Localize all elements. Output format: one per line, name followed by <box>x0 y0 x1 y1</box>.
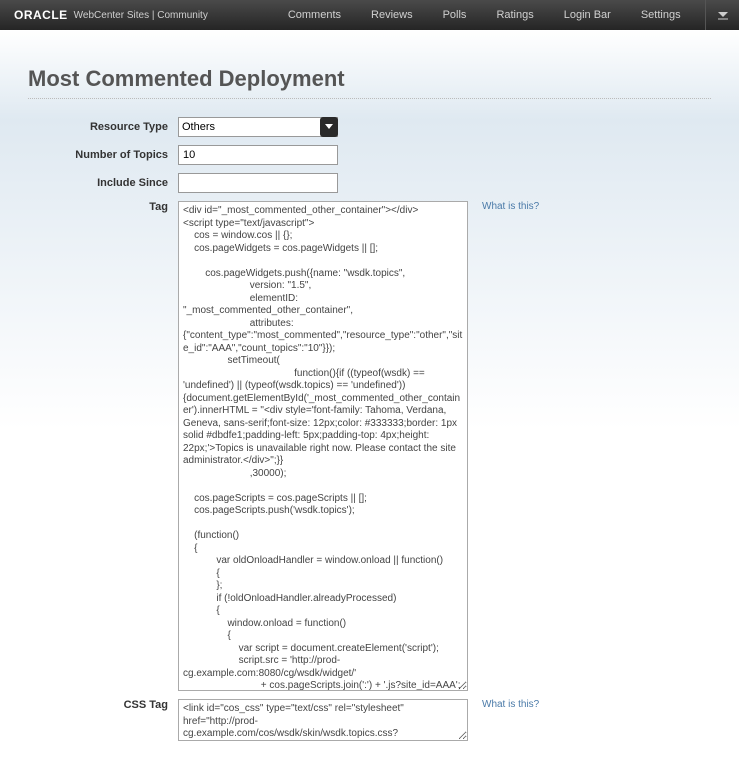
topbar-more-button[interactable] <box>705 0 739 30</box>
label-css-tag: CSS Tag <box>28 699 178 711</box>
row-tag: Tag What is this? <box>28 201 711 691</box>
row-include-since: Include Since <box>28 173 711 193</box>
brand-block: ORACLE WebCenter Sites | Community <box>14 8 208 22</box>
nav-menu: Comments Reviews Polls Ratings Login Bar… <box>288 9 681 21</box>
row-css-tag: CSS Tag What is this? <box>28 699 711 741</box>
tag-textarea[interactable] <box>178 201 468 691</box>
row-resource-type: Resource Type Others <box>28 117 711 137</box>
title-divider <box>28 98 711 99</box>
page-body: Most Commented Deployment Resource Type … <box>0 30 739 753</box>
nav-loginbar[interactable]: Login Bar <box>564 9 611 21</box>
nav-comments[interactable]: Comments <box>288 9 341 21</box>
resource-type-select[interactable]: Others <box>178 117 338 137</box>
tag-what-is-this-link[interactable]: What is this? <box>482 201 539 212</box>
css-tag-what-is-this-link[interactable]: What is this? <box>482 699 539 710</box>
label-number-topics: Number of Topics <box>28 149 178 161</box>
resource-type-select-wrap: Others <box>178 117 338 137</box>
label-include-since: Include Since <box>28 177 178 189</box>
css-tag-textarea[interactable] <box>178 699 468 741</box>
page-title: Most Commented Deployment <box>28 66 711 92</box>
label-tag: Tag <box>28 201 178 213</box>
nav-reviews[interactable]: Reviews <box>371 9 413 21</box>
topbar: ORACLE WebCenter Sites | Community Comme… <box>0 0 739 30</box>
brand-product: WebCenter Sites | Community <box>74 10 208 21</box>
number-of-topics-input[interactable] <box>178 145 338 165</box>
brand-oracle: ORACLE <box>14 8 68 22</box>
nav-ratings[interactable]: Ratings <box>496 9 533 21</box>
chevron-down-icon <box>717 10 729 20</box>
nav-polls[interactable]: Polls <box>443 9 467 21</box>
row-number-topics: Number of Topics <box>28 145 711 165</box>
nav-settings[interactable]: Settings <box>641 9 681 21</box>
include-since-input[interactable] <box>178 173 338 193</box>
label-resource-type: Resource Type <box>28 121 178 133</box>
